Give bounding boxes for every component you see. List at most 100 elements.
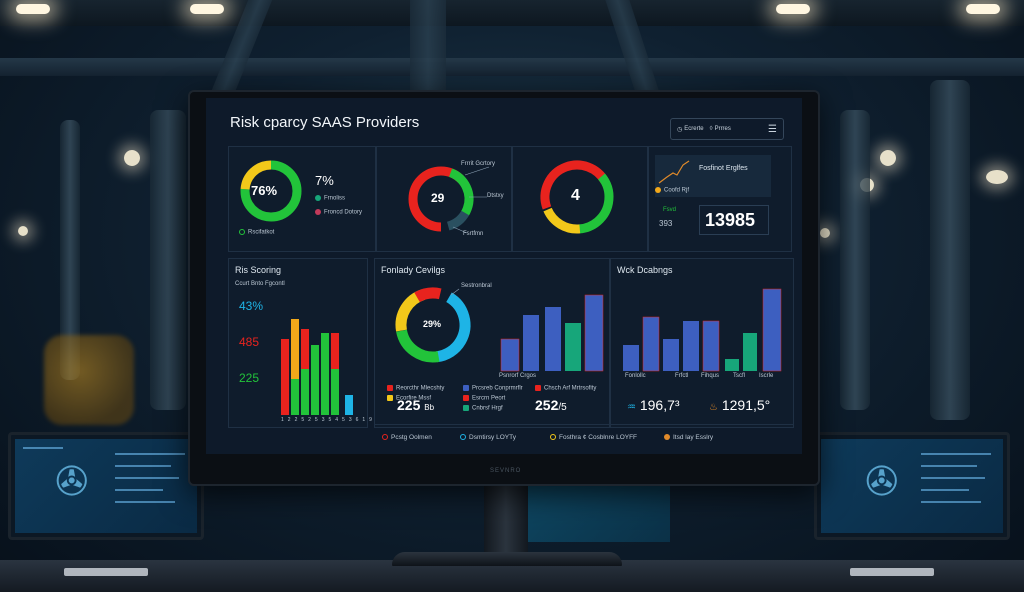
legend-item: Reorcthr Mlecshty xyxy=(387,385,444,392)
wind-turbine-icon: ✇ xyxy=(865,460,899,504)
toolbar-item-1[interactable]: ◷ Ecrerte xyxy=(677,126,704,133)
ceiling-lamp xyxy=(776,4,810,14)
ring-3-value: 4 xyxy=(571,187,580,204)
main-monitor: SEVNRO Risk cparcy SAAS Providers ◷ Ecrer… xyxy=(188,90,820,486)
legend-item: Frnoliss xyxy=(315,195,345,202)
risk-scoring-panel: Ris Scoring Ccurt Bnto Fgcontl 43% 485 2… xyxy=(228,258,372,428)
risk-bar-chart xyxy=(281,319,353,415)
monitor-stand-base xyxy=(392,552,622,566)
bar xyxy=(291,319,299,415)
bar xyxy=(500,338,520,372)
toolbar-item-2[interactable]: ◊ Prrres xyxy=(709,126,731,132)
side-monitor-right: ✇ xyxy=(814,432,1010,540)
legend-item: Chsch Arf Mrtrsofity xyxy=(535,385,596,392)
dashboard-title: Risk cparcy SAAS Providers xyxy=(230,114,420,131)
work-x-label: Frfctl xyxy=(675,373,689,379)
portfolio-ring-value: 29% xyxy=(423,319,442,329)
dashboard-screen: Risk cparcy SAAS Providers ◷ Ecrerte ◊ Prr… xyxy=(206,98,802,454)
bar xyxy=(345,395,353,415)
footer-legend-item[interactable]: Fosthra ¢ Cosblnre LOYFF xyxy=(550,434,637,441)
kpi-card-1: 76% 7% Frnoliss Froncd Dotory Rscifatkot xyxy=(228,146,376,252)
portfolio-value-right: 252/5 xyxy=(535,397,567,413)
ring-1-remainder xyxy=(240,160,302,222)
ring-2-label-a: Frrrit Gcrtory xyxy=(461,161,495,167)
bar xyxy=(565,323,581,371)
wave-icon: ♒ xyxy=(627,402,636,413)
side-monitor-left: ✇ xyxy=(8,432,204,540)
menu-icon[interactable]: ☰ xyxy=(768,123,777,135)
bar xyxy=(301,369,309,415)
yellow-machine xyxy=(44,335,134,425)
legend-dot xyxy=(315,209,321,215)
portfolio-charts xyxy=(395,287,604,372)
risk-x-ticks: 12252535453619 xyxy=(281,417,376,423)
ring-chart-3 xyxy=(540,160,614,234)
work-x-label: Iscrle xyxy=(759,373,774,379)
card-footer: Rscifatkot xyxy=(239,229,274,236)
ceiling-lamp xyxy=(190,4,224,14)
work-bar-chart xyxy=(623,288,782,372)
kpi-card-2: 29 Frrrit Gcrtory Dtstxy Fsrtfmn xyxy=(376,146,512,252)
kpi-card-4: Fosfinot Erglfes Coofd Rjf Fsvd 393 1398… xyxy=(648,146,792,252)
legend-item: Froncd Dotory xyxy=(315,209,362,216)
work-x-label: Fonlollc xyxy=(625,373,646,379)
footer-legend-item[interactable]: Itsd lay Esslry xyxy=(664,434,713,441)
bar xyxy=(702,320,720,372)
footer-legend: Pcstg Oolmen Dsmtirsy LOYTy Fosthra ¢ Co… xyxy=(374,424,794,448)
ring-icon xyxy=(550,434,556,441)
bokeh-light xyxy=(820,228,830,238)
risk-scoring-subtitle: Ccurt Bnto Fgcontl xyxy=(235,281,285,287)
bar xyxy=(281,339,289,415)
ring-chart-2 xyxy=(408,166,490,234)
factory-pipe xyxy=(840,110,870,410)
legend-dot xyxy=(315,195,321,201)
work-x-label: Tscfl xyxy=(733,373,745,379)
monitor-stand xyxy=(484,486,528,556)
risk-value-3: 225 xyxy=(239,371,260,385)
keyboard xyxy=(64,568,148,576)
risk-value-1: 43% xyxy=(239,299,264,313)
bokeh-light xyxy=(880,150,896,166)
sub-value: 393 xyxy=(659,219,673,228)
ring-2-label-b: Dtstxy xyxy=(487,193,504,199)
footer-legend-item[interactable]: Pcstg Oolmen xyxy=(382,434,432,441)
portfolio-title: Fonlady Cevilgs xyxy=(381,265,446,275)
ring-icon xyxy=(460,434,466,441)
bar xyxy=(545,307,561,371)
dashboard-toolbar: ◷ Ecrerte ◊ Prrres ☰ xyxy=(670,118,784,140)
dot-icon xyxy=(664,434,670,441)
monitor-brand: SEVNRO xyxy=(490,468,522,474)
kpi-card-3: 4 xyxy=(512,146,648,252)
flame-icon: ♨ xyxy=(709,402,718,413)
bar xyxy=(642,316,660,372)
portfolio-ring-note: Sestronbral xyxy=(461,283,492,289)
bar xyxy=(321,333,329,415)
ceiling-lamp xyxy=(16,4,50,14)
ceiling-column xyxy=(410,0,446,90)
work-value-b: ♨ 1291,5° xyxy=(709,397,771,413)
bokeh-light xyxy=(986,170,1008,184)
legend-item: Ecorfire Mssf xyxy=(387,395,431,402)
work-x-label: Fihqus xyxy=(701,373,720,379)
bar xyxy=(291,379,299,415)
portfolio-value-left: 225 Bb xyxy=(397,397,435,413)
portfolio-panel: Fonlady Cevilgs 29% Sestronbral Psnrorf … xyxy=(374,258,610,428)
bar xyxy=(762,288,782,372)
risk-value-2: 485 xyxy=(239,335,260,349)
ring-2-label-c: Fsrtfmn xyxy=(463,231,484,237)
ceiling-beam xyxy=(0,0,1024,26)
trend-line-chart xyxy=(658,160,690,184)
small-label: Fsvd xyxy=(663,207,677,213)
ring-chart-1 xyxy=(240,160,302,222)
bar xyxy=(523,315,539,371)
portfolio-bar-caption: Psnrorf Crgos xyxy=(499,373,537,379)
bokeh-light xyxy=(124,150,140,166)
legend-dot xyxy=(655,187,661,193)
factory-pipe xyxy=(150,110,186,410)
ceiling-lamp xyxy=(966,4,1000,14)
footer-legend-item[interactable]: Dsmtirsy LOYTy xyxy=(460,434,516,441)
drop-icon: ◊ xyxy=(709,126,713,132)
bar xyxy=(584,294,604,372)
keyboard xyxy=(850,568,934,576)
work-title: Wck Dcabngs xyxy=(617,265,673,275)
